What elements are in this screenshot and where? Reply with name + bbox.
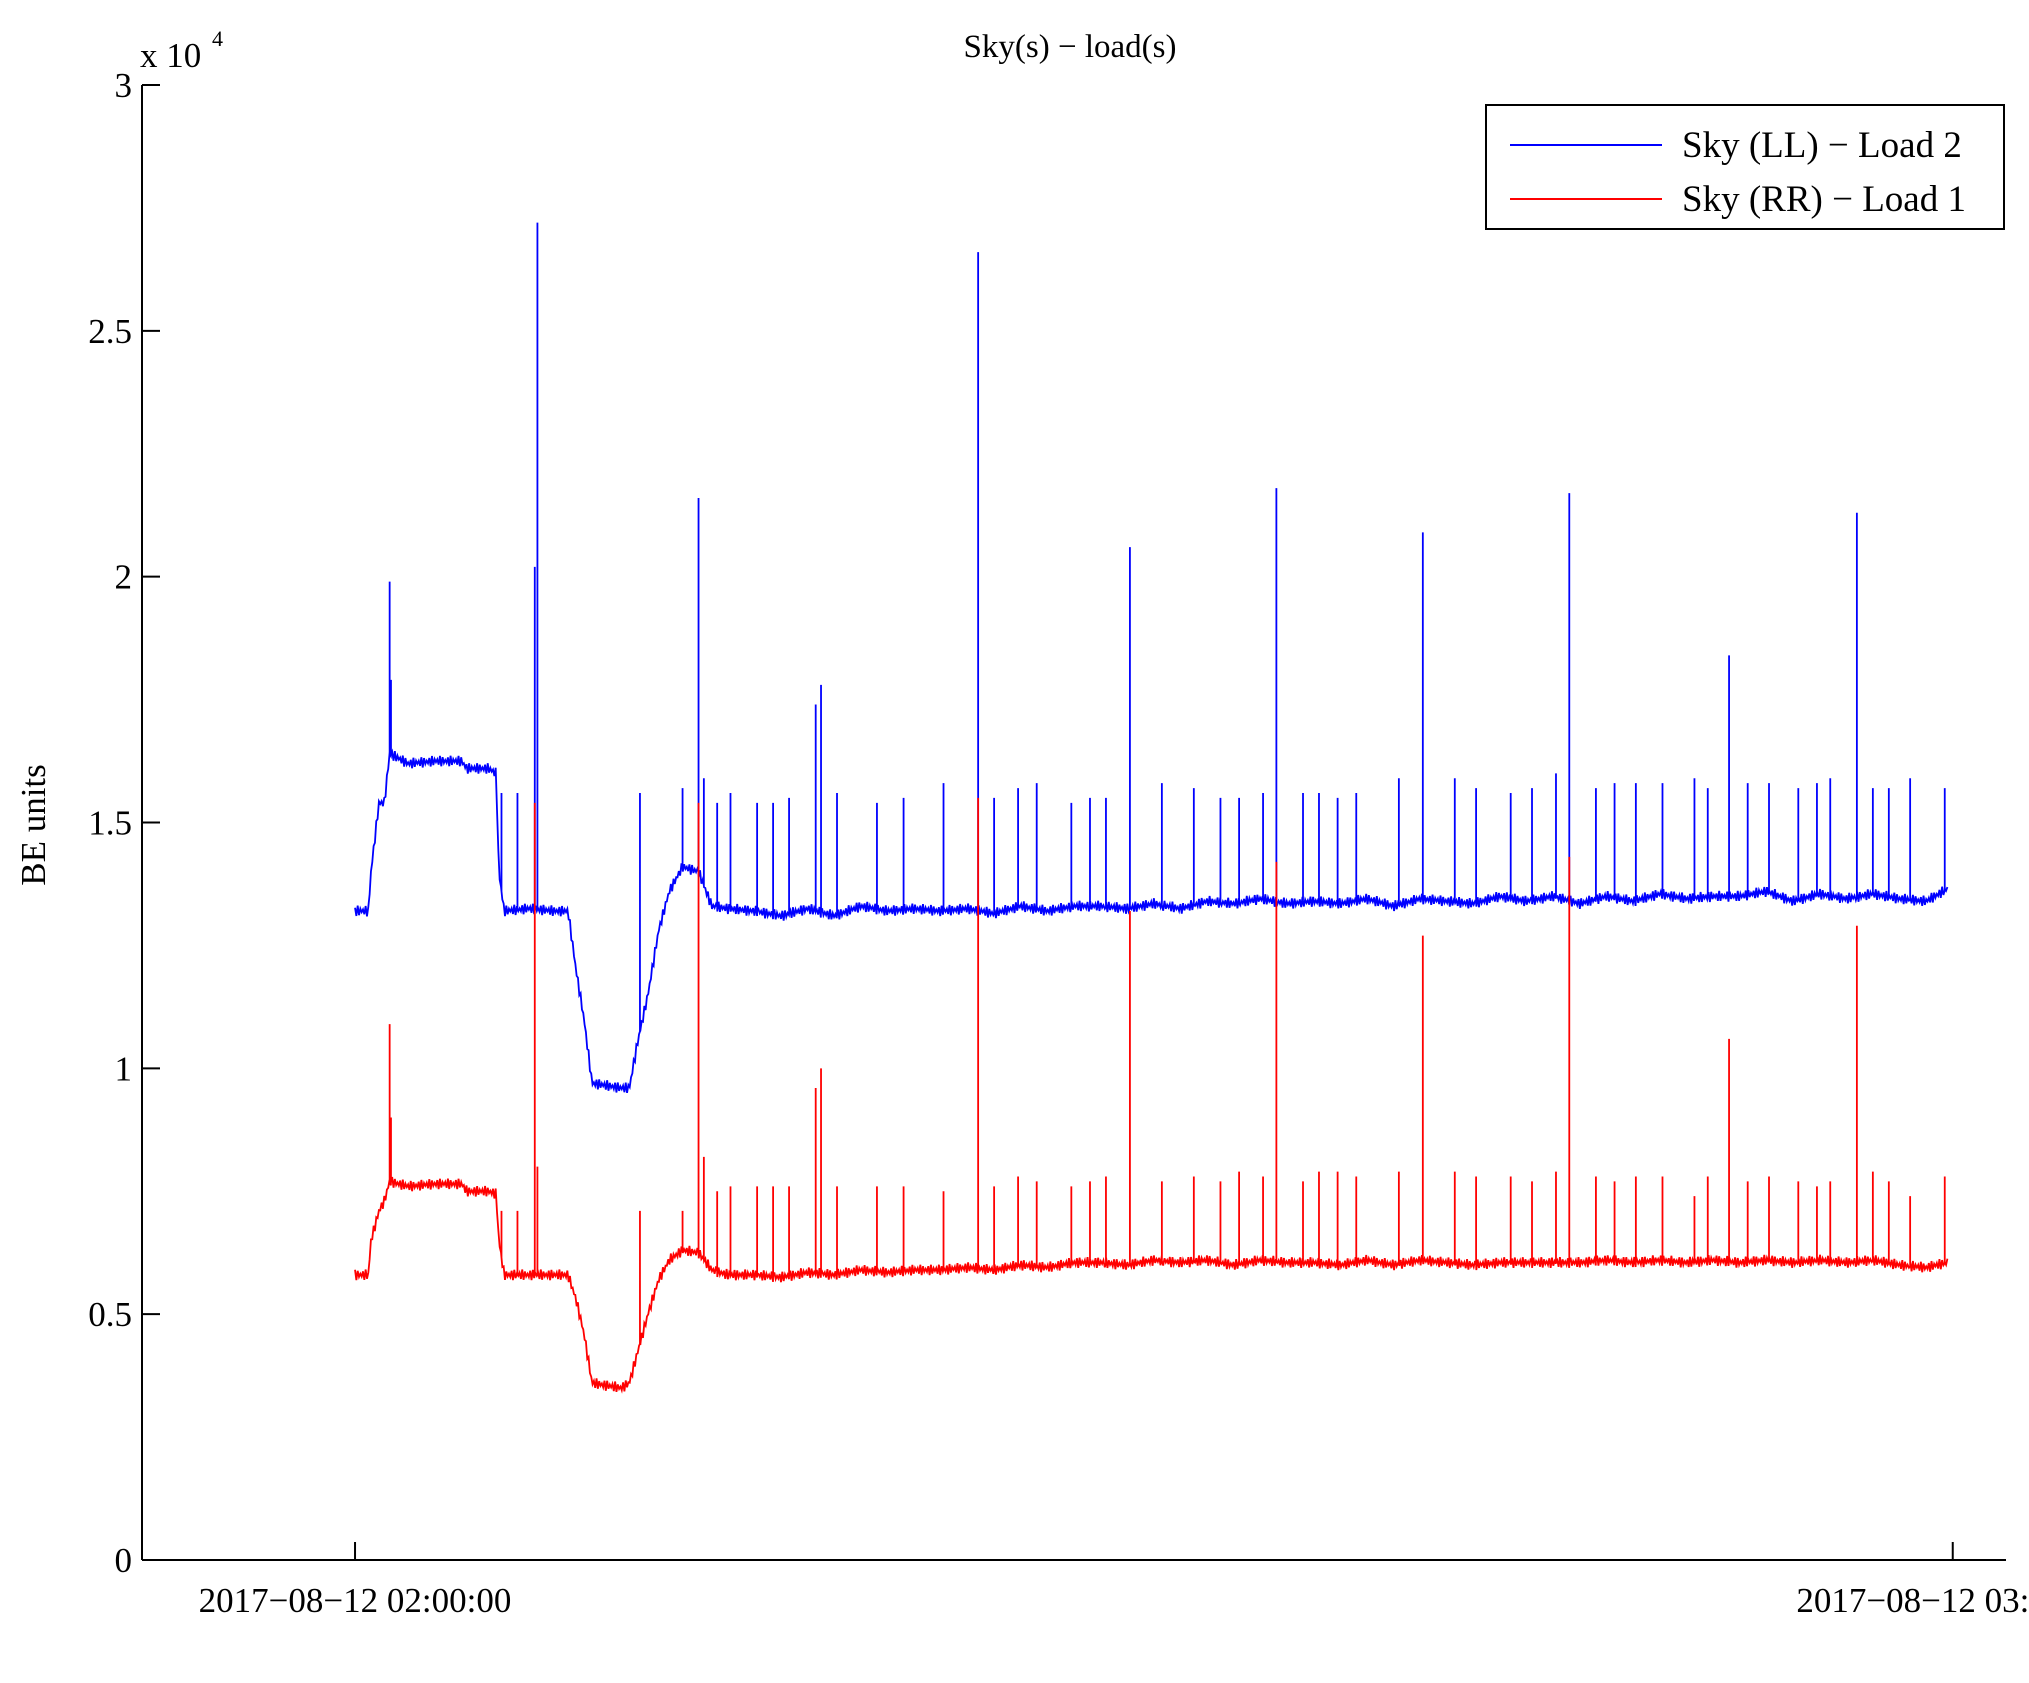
y-tick-label: 0 [115, 1541, 133, 1580]
plot-series [354, 222, 1949, 1394]
series-line-sky-rr-load-1 [354, 797, 1949, 1394]
series-line-sky-ll-load-2 [354, 222, 1949, 1094]
legend-box [1485, 104, 2005, 230]
x-tick-label: 2017−08−12 02:00:00 [199, 1581, 512, 1620]
chart-title: Sky(s) − load(s) [964, 29, 1177, 65]
y-multiplier-base: x 10 [140, 36, 201, 75]
y-tick-label: 2.5 [88, 312, 132, 351]
y-tick-label: 1 [115, 1049, 133, 1088]
y-tick-label: 3 [115, 66, 133, 105]
legend-entry: Sky (LL) − Load 2 [1682, 125, 1962, 166]
legend-entry: Sky (RR) − Load 1 [1682, 179, 1966, 220]
legend: Sky (LL) − Load 2 Sky (RR) − Load 1 [1485, 104, 2005, 230]
x-tick-label: 2017−08−12 03:00:00 [1796, 1581, 2029, 1620]
y-tick-label: 2 [115, 558, 133, 597]
y-axis-multiplier: x 10 4 [140, 26, 223, 75]
y-tick-label: 0.5 [88, 1295, 132, 1334]
axes: 0 0.5 1 1.5 2 2.5 3 2017−08−12 02:00:00 2017−08−… [88, 66, 2029, 1620]
y-tick-label: 1.5 [88, 804, 132, 843]
y-multiplier-exponent: 4 [212, 26, 223, 51]
y-axis-label: BE units [14, 764, 53, 886]
